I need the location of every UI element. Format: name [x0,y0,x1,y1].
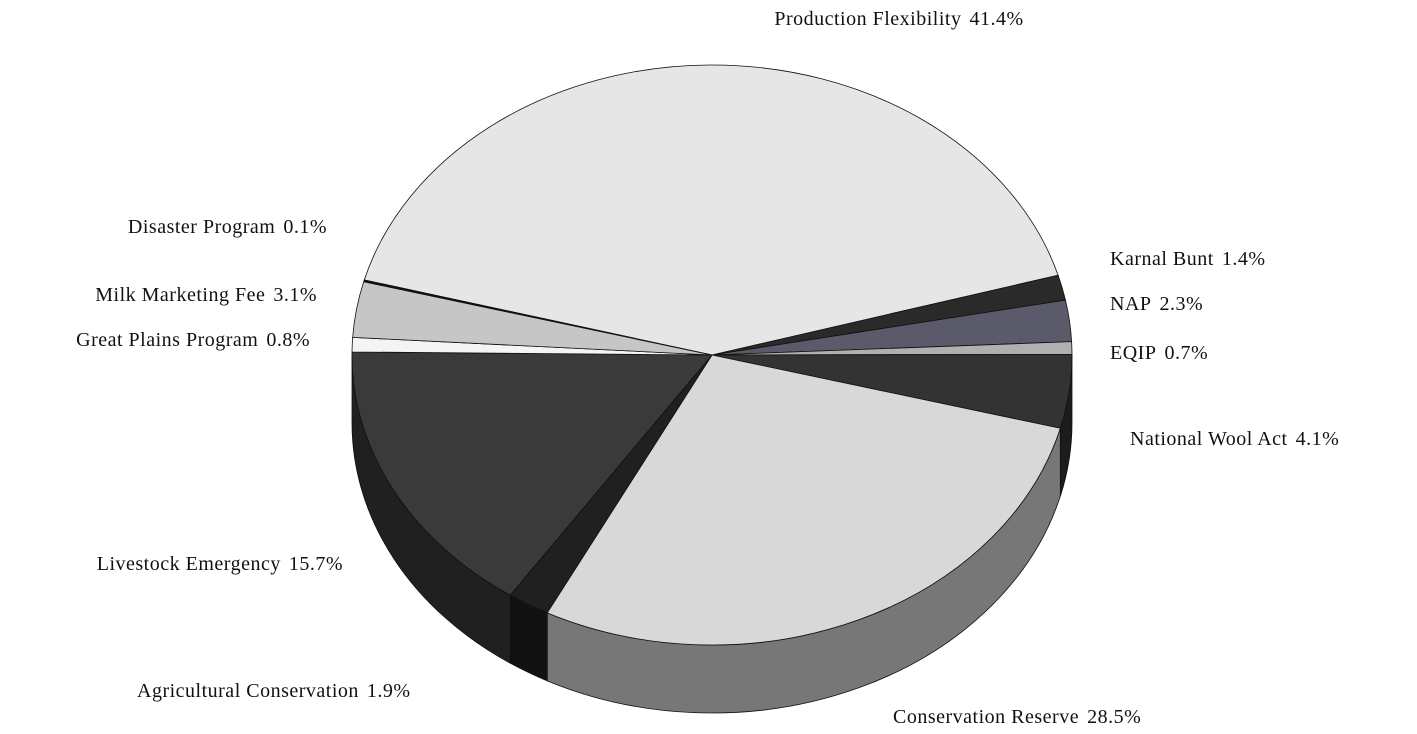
slice-label-name: NAP [1110,293,1152,315]
slice-label: Agricultural Conservation 1.9% [137,680,411,702]
slice-label-name: Livestock Emergency [97,553,281,575]
slice-label-value: 4.1% [1296,428,1340,450]
slice-label-name: Disaster Program [128,216,275,238]
slice-label: National Wool Act 4.1% [1130,428,1339,450]
slice-label-value: 0.1% [283,216,327,238]
slice-label-name: National Wool Act [1130,428,1288,450]
slice-label: Milk Marketing Fee 3.1% [95,284,317,306]
slice-label-value: 15.7% [289,553,343,575]
slice-label-name: Karnal Bunt [1110,248,1214,270]
slice-label-value: 28.5% [1087,706,1141,728]
slice-label-name: Great Plains Program [76,329,258,351]
slice-label: Conservation Reserve 28.5% [893,706,1141,728]
slice-label-value: 1.4% [1222,248,1266,270]
slice-label-value: 41.4% [969,8,1023,30]
slice-label-name: Milk Marketing Fee [95,284,265,306]
slice-label-name: Production Flexibility [774,8,961,30]
slice-label: Great Plains Program 0.8% [76,329,310,351]
slice-label: NAP 2.3% [1110,293,1203,315]
slice [363,64,1059,356]
slice-label: Production Flexibility 41.4% [774,8,1023,30]
slice-label: Disaster Program 0.1% [128,216,327,238]
slice [546,354,1061,646]
slice [351,351,713,596]
slice-label-name: Agricultural Conservation [137,680,359,702]
slice-label-value: 2.3% [1160,293,1204,315]
slice-label-value: 1.9% [367,680,411,702]
slice-label-value: 0.8% [266,329,310,351]
slice [363,279,713,356]
slice-label: Karnal Bunt 1.4% [1110,248,1265,270]
slice-label-value: 0.7% [1164,342,1208,364]
slice-label-value: 3.1% [273,284,317,306]
slice-label-name: Conservation Reserve [893,706,1079,728]
slice-label-name: EQIP [1110,342,1156,364]
slice-label: EQIP 0.7% [1110,342,1208,364]
slice-label: Livestock Emergency 15.7% [97,553,343,575]
